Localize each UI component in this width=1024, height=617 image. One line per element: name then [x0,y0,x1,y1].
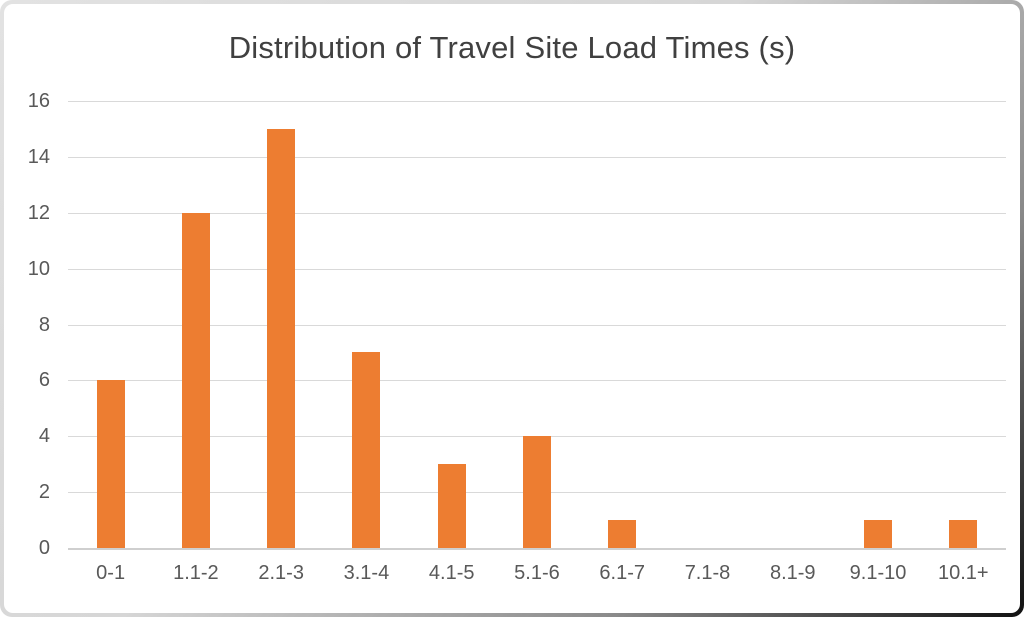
y-axis-tick-label: 16 [27,90,50,112]
y-axis-tick-label: 2 [38,481,50,504]
plot-area [68,101,1006,550]
bar-cell [494,101,579,548]
bar-cell [68,101,153,548]
bar-6.1-7 [608,520,637,548]
y-axis-tick-label: 14 [27,145,50,168]
chart-canvas: Distribution of Travel Site Load Times (… [4,4,1020,613]
x-axis-tick-label: 8.1-9 [769,562,816,584]
y-axis-tick-label: 6 [38,369,50,392]
y-axis-tick-label: 0 [38,537,50,559]
bar-9.1-10 [864,520,893,548]
bar-cell [665,101,750,548]
y-axis: 16 14 12 10 8 6 4 2 0 [4,90,56,559]
bar-cell [835,101,920,548]
bar-cell [409,101,494,548]
gridline [68,101,1006,102]
x-axis: 0-1 1.1-2 2.1-3 3.1-4 4.1-5 5.1-6 6.1-7 7.1-8 8.… [68,560,1006,586]
x-axis-tick-label: 3.1-4 [343,562,390,584]
bar-1.1-2 [181,212,210,548]
y-axis-tick-label: 12 [27,201,50,224]
bar-10.1+ [949,520,978,548]
x-axis-line [68,548,1006,550]
x-axis-tick-label: 9.1-10 [849,562,907,584]
x-axis-tick-label: 0-1 [96,562,126,584]
gridline [68,380,1006,382]
bar-cell [921,101,1006,548]
bar-cell [324,101,409,548]
y-axis-tick-label: 10 [27,257,50,280]
x-axis-tick-label: 1.1-2 [173,562,219,584]
gridline [68,324,1006,326]
bar-cell [580,101,665,548]
chart-title: Distribution of Travel Site Load Times (… [228,30,796,65]
x-axis-tick-label: 4.1-5 [428,562,475,584]
bar-cell [750,101,835,548]
bars-layer [68,101,1006,548]
bar-4.1-5 [437,464,466,548]
x-axis-tick-label: 6.1-7 [599,562,646,584]
x-axis-tick-label: 7.1-8 [684,562,731,584]
x-axis-tick-label: 10.1+ [937,562,989,584]
gridline [68,156,1006,158]
gridline [68,268,1006,270]
y-axis-tick-label: 8 [38,313,50,336]
y-axis-tick-label: 4 [38,425,50,448]
x-axis-tick-label: 2.1-3 [258,562,304,584]
bar-5.1-6 [522,436,551,548]
bar-0-1 [96,380,125,548]
gridline [68,212,1006,214]
bar-cell [153,101,238,548]
bar-2.1-3 [267,128,296,548]
x-axis-tick-label: 5.1-6 [514,562,560,584]
bar-3.1-4 [352,352,381,548]
bar-cell [239,101,324,548]
